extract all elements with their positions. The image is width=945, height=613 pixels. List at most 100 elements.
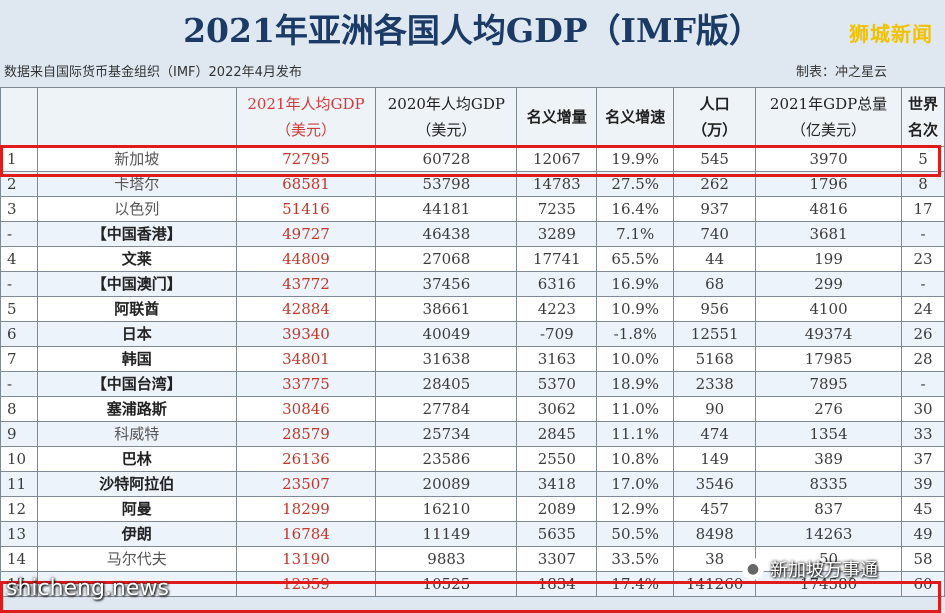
table-cell-rank: - [0, 371, 38, 397]
table-cell-gdp-total: 299 [755, 271, 902, 297]
table-cell-increase: 3289 [516, 221, 598, 247]
table-cell-growth: 17.0% [596, 471, 675, 497]
table-cell-population: 956 [673, 296, 757, 322]
table-cell-gdp-total: 3681 [755, 221, 902, 247]
table-cell-rank: 8 [0, 396, 38, 422]
table-cell-world-rank: 45 [901, 496, 945, 522]
table-cell-growth: 10.0% [596, 346, 675, 372]
table-cell-gdp-2021: 28579 [235, 421, 377, 447]
table-cell-country: 阿联酋 [36, 296, 237, 322]
table-cell-gdp-2020: 27784 [375, 396, 518, 422]
table-cell-country: 【中国台湾】 [36, 371, 237, 397]
table-row: 11 沙特阿拉伯 23507 20089 3418 17.0% 3546 8335 39 [0, 471, 945, 497]
table-row: - 【中国台湾】 33775 28405 5370 18.9% 2338 7895- [0, 371, 945, 397]
table-cell-growth: 7.1% [596, 221, 675, 247]
table-cell-gdp-2020: 53798 [375, 171, 518, 197]
table-cell-gdp-2020: 44181 [375, 196, 518, 222]
table-row: 10 巴林 26136 23586 2550 10.8% 149 389 37 [0, 446, 945, 472]
table-cell-rank: 7 [0, 346, 38, 372]
table-cell-growth: 10.9% [596, 296, 675, 322]
table-cell-population: 90 [673, 396, 757, 422]
source-note: 数据来自国际货币基金组织（IMF）2022年4月发布 [4, 65, 302, 80]
table-cell-gdp-2020: 20089 [375, 471, 518, 497]
page-title: 2021年亚洲各国人均GDP（IMF版） [183, 11, 762, 50]
table-cell-increase: 2845 [516, 421, 598, 447]
table-cell-country: 塞浦路斯 [36, 396, 237, 422]
table-cell-growth: 33.5% [596, 546, 675, 572]
table-cell-country [36, 571, 237, 597]
table-cell-gdp-2021: 44809 [235, 246, 377, 272]
table-row: 12 阿曼 18299 16210 2089 12.9% 457 837 45 [0, 496, 945, 522]
table-cell-rank: 13 [0, 521, 38, 547]
table-cell-rank: 10 [0, 446, 38, 472]
table-cell-gdp-total: 199 [755, 246, 902, 272]
table-cell-population: 5168 [673, 346, 757, 372]
watermark-top-right: 狮城新闻 [849, 22, 933, 46]
table-cell-gdp-2021: 23507 [235, 471, 377, 497]
table-cell-gdp-total: 1354 [755, 421, 902, 447]
table-cell-gdp-2020: 27068 [375, 246, 518, 272]
table-cell-country: 阿曼 [36, 496, 237, 522]
table-row: 15 12359 10525 1834 17.4% 141260 174580 60 [0, 571, 945, 597]
table-cell-gdp-2020: 31638 [375, 346, 518, 372]
table-row: 3 以色列 51416 44181 7235 16.4% 937 4816 17 [0, 196, 945, 222]
table-cell-country: 以色列 [36, 196, 237, 222]
table-cell-increase: 5635 [516, 521, 598, 547]
table-cell-gdp-total: 17985 [755, 346, 902, 372]
table-cell-world-rank: 5 [901, 146, 945, 172]
table-row: - 【中国澳门】 43772 37456 6316 16.9% 68 299- [0, 271, 945, 297]
table-cell-gdp-total: 14263 [755, 521, 902, 547]
header-population: 人口 （万） [673, 87, 757, 147]
table-cell-country: 韩国 [36, 346, 237, 372]
table-cell-increase: 3418 [516, 471, 598, 497]
table-cell-increase: 7235 [516, 196, 598, 222]
table-cell-country: 巴林 [36, 446, 237, 472]
table-cell-world-rank: 28 [901, 346, 945, 372]
header-gdp-2020: 2020年人均GDP （美元） [375, 87, 518, 147]
table-cell-rank: 2 [0, 171, 38, 197]
table-cell-gdp-total: 837 [755, 496, 902, 522]
table-header-row: 2021年人均GDP （美元） 2020年人均GDP （美元） 名义增量 名义增速 … [0, 87, 945, 147]
table-cell-world-rank: 30 [901, 396, 945, 422]
table-cell-world-rank: - [901, 371, 945, 397]
table-cell-gdp-total: 389 [755, 446, 902, 472]
table-cell-gdp-total: 7895 [755, 371, 902, 397]
table-cell-rank: - [0, 221, 38, 247]
table-cell-increase: 14783 [516, 171, 598, 197]
table-cell-gdp-2021: 42884 [235, 296, 377, 322]
table-cell-growth: 10.8% [596, 446, 675, 472]
wechat-icon: ● [742, 558, 764, 580]
table-cell-rank: 5 [0, 296, 38, 322]
table-row: - 【中国香港】 49727 46438 3289 7.1% 740 3681- [0, 221, 945, 247]
table-row: 7 韩国 34801 31638 3163 10.0% 5168 17985 28 [0, 346, 945, 372]
table-cell-increase: 12067 [516, 146, 598, 172]
table-cell-gdp-2020: 9883 [375, 546, 518, 572]
table-row: 2 卡塔尔 68581 53798 14783 27.5% 262 1796 8 [0, 171, 945, 197]
header-nominal-increase: 名义增量 [516, 87, 598, 147]
table-cell-population: 8498 [673, 521, 757, 547]
table-cell-gdp-2021: 43772 [235, 271, 377, 297]
table-cell-world-rank: 24 [901, 296, 945, 322]
table-cell-world-rank: 58 [901, 546, 945, 572]
table-cell-country: 新加坡 [36, 146, 237, 172]
header-gdp-2021: 2021年人均GDP （美元） [235, 87, 377, 147]
table-row: 1 新加坡 72795 60728 12067 19.9% 545 3970 5 [0, 146, 945, 172]
table-row: 13 伊朗 16784 11149 5635 50.5% 8498 14263 49 [0, 521, 945, 547]
table-cell-gdp-2020: 16210 [375, 496, 518, 522]
watermark-bottom-right: ● 新加坡万事通 [742, 556, 878, 582]
table-cell-increase: 17741 [516, 246, 598, 272]
table-row: 5 阿联酋 42884 38661 4223 10.9% 956 4100 24 [0, 296, 945, 322]
table-cell-increase: 6316 [516, 271, 598, 297]
table-cell-gdp-total: 1796 [755, 171, 902, 197]
table-cell-gdp-2021: 72795 [235, 146, 377, 172]
table-cell-gdp-2021: 51416 [235, 196, 377, 222]
table-cell-gdp-total: 276 [755, 396, 902, 422]
table-cell-growth: 12.9% [596, 496, 675, 522]
table-cell-country: 卡塔尔 [36, 171, 237, 197]
table-cell-population: 545 [673, 146, 757, 172]
table-cell-increase: 3062 [516, 396, 598, 422]
table-cell-growth: 16.4% [596, 196, 675, 222]
table-cell-rank: - [0, 271, 38, 297]
table-cell-gdp-2021: 39340 [235, 321, 377, 347]
table-cell-population: 474 [673, 421, 757, 447]
